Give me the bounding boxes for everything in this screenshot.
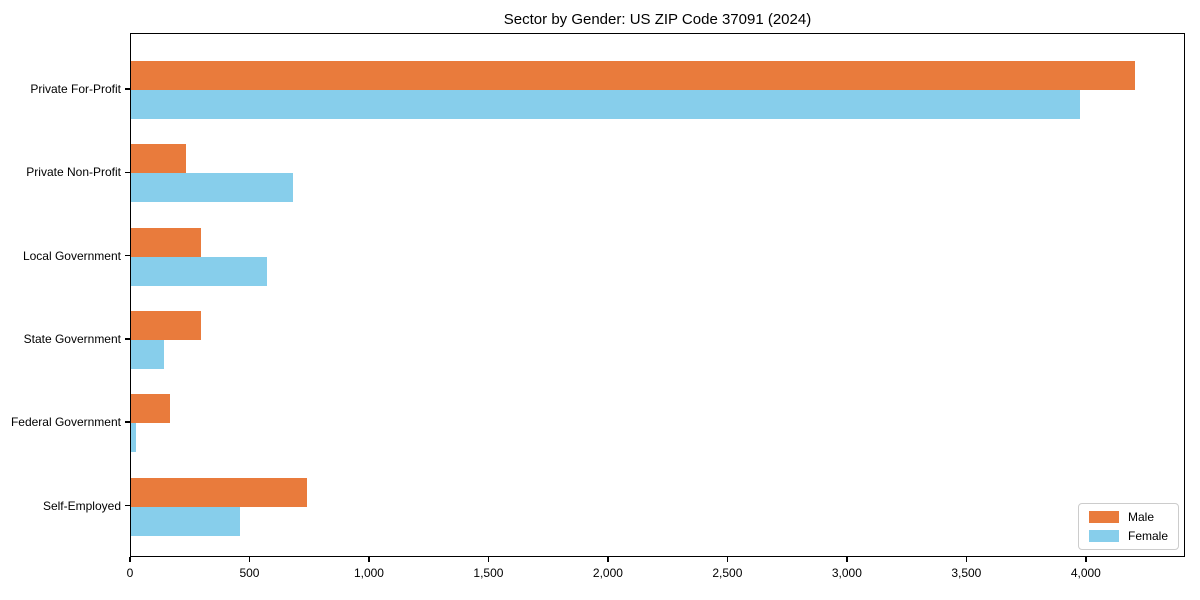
x-tick-label: 3,000 [831,566,862,580]
bar-female-4 [131,423,136,453]
x-tick-mark [846,557,848,562]
x-tick-label: 3,500 [951,566,982,580]
plot-area: Male Female [130,33,1185,557]
x-tick-mark [1085,557,1087,562]
bar-female-5 [131,506,240,536]
x-tick-label: 4,000 [1070,566,1101,580]
x-tick-label: 2,000 [592,566,623,580]
legend-label-female: Female [1127,529,1168,543]
y-tick-mark [125,421,130,423]
bar-male-2 [131,227,202,257]
x-tick-label: 1,500 [473,566,504,580]
bar-female-0 [131,90,1080,119]
y-tick-label: Private Non-Profit [26,165,121,180]
y-tick-label: State Government [23,331,121,346]
x-tick-mark [965,557,968,562]
bar-male-3 [131,310,202,340]
legend-entry-male: Male [1088,510,1168,524]
x-tick-mark [487,557,490,562]
x-tick-mark [248,557,251,562]
y-tick-label: Local Government [22,248,121,263]
bar-female-1 [131,173,294,203]
bar-male-4 [131,394,171,424]
y-tick-mark [125,504,130,507]
female-swatch-icon [1088,530,1119,542]
x-tick-mark [607,557,609,562]
bar-male-1 [131,144,186,174]
x-tick-mark [129,557,131,562]
y-tick-label: Federal Government [10,415,121,430]
legend-entry-female: Female [1088,529,1168,543]
y-tick-mark [125,171,130,174]
x-tick-mark [368,557,370,562]
x-tick-label: 0 [126,566,134,580]
bar-male-0 [131,61,1135,90]
y-tick-mark [125,338,130,340]
bar-male-5 [131,477,307,507]
legend: Male Female [1077,503,1179,550]
legend-label-male: Male [1127,510,1154,524]
x-tick-mark [726,557,729,562]
bar-female-2 [131,256,268,286]
x-tick-label: 500 [239,566,260,580]
y-tick-label: Self-Employed [42,498,121,513]
y-tick-mark [125,88,130,90]
x-tick-label: 2,500 [712,566,743,580]
y-tick-mark [125,254,130,257]
bar-female-3 [131,339,165,369]
y-tick-label: Private For-Profit [30,82,121,96]
male-swatch-icon [1088,511,1119,523]
x-tick-label: 1,000 [353,566,384,580]
chart-title: Sector by Gender: US ZIP Code 37091 (202… [503,11,812,28]
